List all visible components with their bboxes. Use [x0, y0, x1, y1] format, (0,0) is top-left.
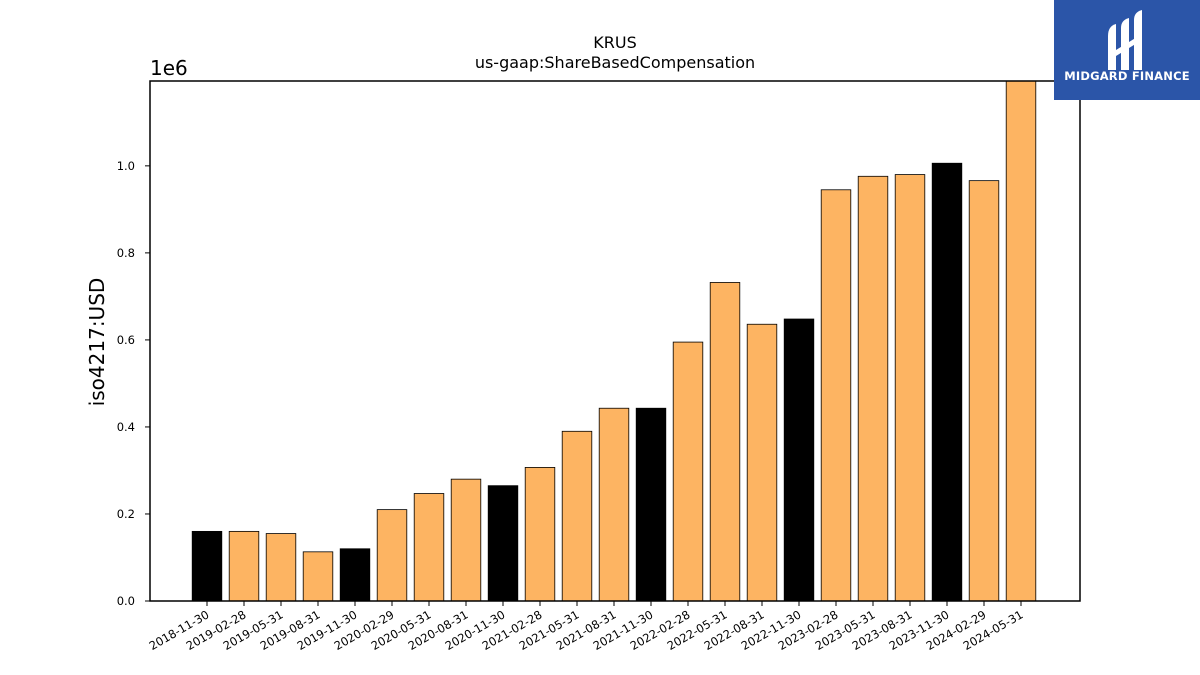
- x-axis-ticks: 2018-11-302019-02-282019-05-312019-08-31…: [147, 601, 1026, 653]
- chart-title: KRUS: [593, 33, 636, 52]
- bar-2020-02-29: [376, 509, 408, 602]
- brand-name: MIDGARD FINANCE: [1064, 69, 1190, 83]
- y-tick-label: 0.6: [117, 333, 135, 347]
- y-tick-label: 0.8: [117, 246, 135, 260]
- bar-2020-05-31: [413, 493, 445, 602]
- bar-2022-11-30: [783, 318, 815, 602]
- y-tick-label: 0.4: [117, 420, 135, 434]
- y-tick-label: 1.0: [117, 159, 135, 173]
- bar-2022-08-31: [746, 323, 778, 602]
- bar-2021-11-30: [635, 407, 667, 602]
- bar-2019-11-30: [339, 548, 371, 602]
- y-scale-label: 1e6: [150, 56, 188, 80]
- bar-2022-05-31: [709, 282, 741, 602]
- bar-2021-08-31: [598, 407, 630, 602]
- y-axis-label: iso4217:USD: [85, 278, 109, 407]
- plot-frame: [149, 80, 1081, 602]
- bar-2023-11-30: [931, 162, 963, 602]
- brand-logo: MIDGARD FINANCE: [1054, 0, 1200, 100]
- bar-2024-02-29: [968, 180, 1000, 602]
- bar-2023-05-31: [857, 175, 889, 602]
- bar-2023-02-28: [820, 189, 852, 602]
- bar-2020-08-31: [450, 478, 482, 602]
- bar-2019-08-31: [302, 551, 334, 602]
- y-tick-label: 0.2: [117, 507, 135, 521]
- bar-2018-11-30: [191, 530, 223, 602]
- bar-2024-05-31: [1005, 80, 1037, 602]
- midgard-logo-icon: [1108, 10, 1142, 70]
- bar-2022-02-28: [672, 341, 704, 602]
- chart-subtitle: us-gaap:ShareBasedCompensation: [475, 53, 755, 72]
- bar-2019-05-31: [265, 533, 297, 602]
- y-tick-label: 0.0: [117, 594, 135, 608]
- bar-2021-05-31: [561, 430, 593, 602]
- bar-2020-11-30: [487, 485, 519, 602]
- bar-2023-08-31: [894, 174, 926, 602]
- bar-2021-02-28: [524, 467, 556, 602]
- y-axis-ticks: 0.0 0.2 0.4 0.6 0.8 1.0: [117, 159, 150, 608]
- bar-2019-02-28: [228, 530, 260, 602]
- bar-series: [191, 80, 1037, 602]
